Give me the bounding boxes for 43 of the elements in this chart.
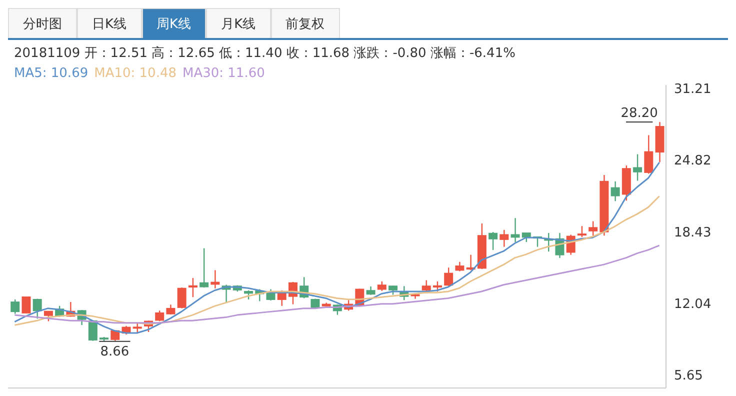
- annotation: 28.20: [620, 106, 658, 122]
- candlestick: [244, 290, 254, 300]
- text: 日K线: [77, 8, 142, 38]
- candlestick: [577, 225, 586, 238]
- candlestick: [388, 285, 398, 296]
- text: MA30: 11.60: [182, 66, 265, 81]
- candlestick: [166, 304, 176, 316]
- candlestick: [432, 280, 442, 292]
- text: 前复权: [270, 8, 340, 38]
- y-tick-label: 18.43: [674, 225, 712, 240]
- candlestick: [10, 298, 20, 314]
- candlestick: [32, 298, 42, 320]
- candlestick: [644, 134, 654, 174]
- candlestick: [455, 261, 464, 272]
- candlestick: [200, 248, 209, 288]
- candlestick: [588, 220, 598, 236]
- text: MA5: 10.69: [14, 66, 88, 81]
- candlestick: [500, 229, 509, 248]
- line-series: [14, 162, 660, 334]
- line-series: [14, 195, 660, 326]
- text: MA10: 10.48: [94, 66, 176, 81]
- candlestick: [610, 180, 620, 202]
- text: 月K线: [206, 8, 271, 38]
- y-tick-label: 5.65: [674, 368, 703, 384]
- text: 分时图: [8, 8, 77, 38]
- candlestick: [44, 310, 53, 322]
- candlestick: [377, 280, 386, 292]
- candlestick: [522, 232, 531, 243]
- candlestick: [177, 286, 186, 309]
- y-tick-label: 12.04: [674, 297, 712, 312]
- candlestick: [22, 296, 31, 314]
- y-tick-label: 24.82: [674, 154, 712, 169]
- y-tick-label: 31.21: [674, 82, 712, 97]
- text: 周K线: [142, 8, 206, 38]
- candlestick: [510, 217, 520, 243]
- candlestick: [633, 154, 642, 182]
- annotation: 8.66: [100, 344, 130, 360]
- candlestick: [132, 322, 142, 334]
- candlestick: [188, 277, 198, 298]
- candlestick: [155, 310, 164, 322]
- text: 20181109 开：12.51 高：12.65 低：11.40 收：11.68 涨跌：-0.80 涨幅：-6.41%: [13, 45, 516, 63]
- candlestick: [488, 231, 498, 251]
- candlestick: [444, 266, 454, 286]
